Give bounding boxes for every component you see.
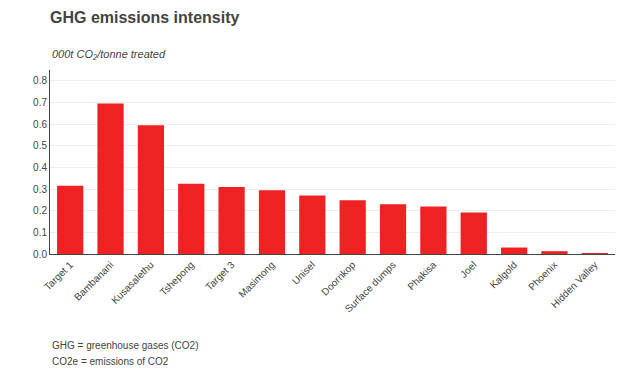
svg-text:0.4: 0.4 xyxy=(33,162,47,173)
svg-text:0.5: 0.5 xyxy=(33,140,47,151)
svg-text:Phakisa: Phakisa xyxy=(405,259,438,292)
svg-text:0.2: 0.2 xyxy=(33,205,47,216)
svg-text:Bambanani: Bambanani xyxy=(72,259,116,303)
svg-text:0.3: 0.3 xyxy=(33,184,47,195)
svg-text:Kusasalethu: Kusasalethu xyxy=(109,259,156,306)
svg-text:Target 1: Target 1 xyxy=(42,259,76,293)
svg-text:GHG emissions intensity: GHG emissions intensity xyxy=(50,9,239,26)
svg-text:GHG = greenhouse gases (CO2): GHG = greenhouse gases (CO2) xyxy=(52,340,198,351)
svg-text:0.6: 0.6 xyxy=(33,119,47,130)
svg-text:Surface dumps: Surface dumps xyxy=(343,259,398,314)
svg-text:Unisel: Unisel xyxy=(290,259,317,286)
svg-text:CO2e = emissions of CO2: CO2e = emissions of CO2 xyxy=(52,356,169,367)
svg-text:Phoenix: Phoenix xyxy=(526,259,559,292)
svg-text:0.8: 0.8 xyxy=(33,75,47,86)
svg-text:Kalgold: Kalgold xyxy=(488,259,519,290)
svg-text:000t CO₂/tonne treated: 000t CO₂/tonne treated xyxy=(52,48,166,60)
svg-text:0.1: 0.1 xyxy=(33,227,47,238)
svg-text:0.7: 0.7 xyxy=(33,97,47,108)
svg-text:0.0: 0.0 xyxy=(33,249,47,260)
svg-text:Joel: Joel xyxy=(458,259,479,280)
svg-text:Target 3: Target 3 xyxy=(203,259,237,293)
svg-text:Masimong: Masimong xyxy=(237,259,277,299)
svg-text:Hidden Valley: Hidden Valley xyxy=(549,259,600,310)
svg-text:Tshepong: Tshepong xyxy=(158,259,196,297)
svg-text:Doornkop: Doornkop xyxy=(319,259,358,298)
